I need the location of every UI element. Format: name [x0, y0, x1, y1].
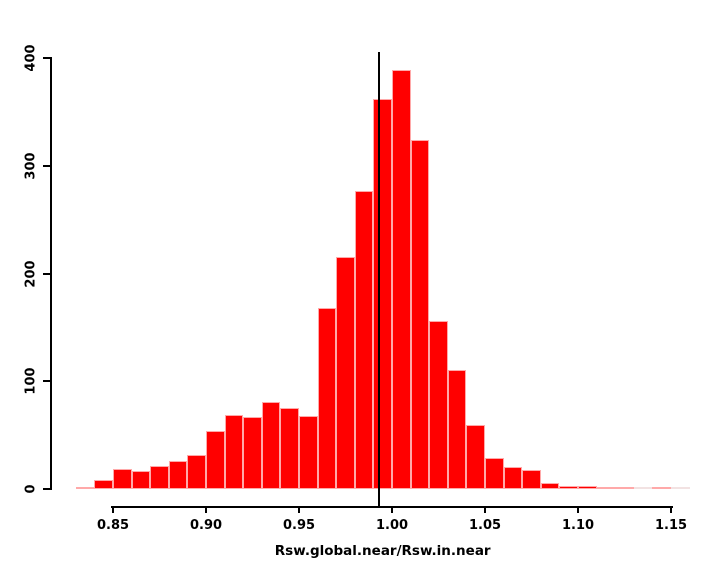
x-tick-mark: [112, 506, 114, 513]
histogram-bar: [447, 370, 467, 489]
y-tick-mark: [43, 57, 50, 59]
histogram-bar: [150, 466, 169, 489]
y-tick-mark: [43, 272, 50, 275]
x-tick-label: 1.10: [561, 518, 595, 533]
y-tick-label: 100: [23, 367, 39, 395]
histogram-bar: [485, 457, 504, 489]
histogram-bar: [652, 486, 671, 489]
histogram-bar: [392, 69, 411, 489]
x-tick-mark: [577, 506, 579, 513]
histogram-bar: [280, 408, 299, 489]
x-tick-mark: [484, 506, 486, 513]
y-tick-label: 0: [23, 484, 39, 494]
histogram-bar: [671, 487, 690, 489]
x-tick-mark: [670, 506, 672, 513]
histogram-bar: [317, 307, 337, 489]
y-tick-mark: [43, 164, 50, 167]
x-tick-label: 1.05: [468, 518, 502, 533]
histogram-bar: [224, 414, 244, 489]
histogram-bar: [559, 485, 578, 489]
histogram-bar: [168, 460, 188, 489]
histogram-bar: [354, 190, 374, 489]
x-tick-label: 0.85: [96, 518, 130, 533]
histogram-bar: [615, 486, 634, 489]
x-tick-mark: [205, 506, 207, 513]
histogram-bar: [113, 468, 132, 489]
histogram-bar: [187, 454, 206, 489]
x-tick-mark: [391, 506, 393, 513]
x-tick-mark: [298, 506, 300, 513]
y-tick-label: 200: [23, 259, 39, 288]
x-axis-title: Rsw.global.near/Rsw.in.near: [274, 543, 491, 559]
y-tick-mark: [43, 380, 50, 383]
histogram-bar: [466, 425, 485, 489]
histogram-bar: [94, 480, 113, 489]
histogram-bar: [373, 98, 392, 489]
histogram-bar: [261, 401, 281, 489]
histogram-bar: [633, 487, 653, 489]
y-tick-mark: [43, 488, 50, 490]
x-tick-label: 0.90: [189, 518, 223, 533]
histogram-bar: [75, 486, 95, 489]
x-tick-label: 0.95: [282, 518, 316, 533]
histogram-bar: [336, 257, 355, 489]
histogram-bar: [540, 482, 560, 489]
y-axis-line: [50, 57, 52, 490]
histogram-bar: [206, 430, 225, 489]
histogram-bar: [299, 415, 318, 489]
histogram-bar: [131, 470, 151, 489]
histogram-bar: [503, 467, 523, 489]
histogram-bar: [596, 486, 616, 489]
x-tick-label: 1.15: [654, 518, 688, 533]
histogram-bar: [410, 139, 430, 489]
histogram-bar: [578, 485, 597, 489]
y-tick-label: 400: [23, 44, 39, 72]
histogram-bar: [522, 469, 541, 489]
histogram-bar: [429, 320, 448, 489]
vertical-reference-line: [377, 52, 380, 506]
histogram-bar: [243, 416, 262, 489]
x-tick-label: 1.00: [375, 518, 409, 533]
y-tick-label: 300: [23, 152, 39, 180]
